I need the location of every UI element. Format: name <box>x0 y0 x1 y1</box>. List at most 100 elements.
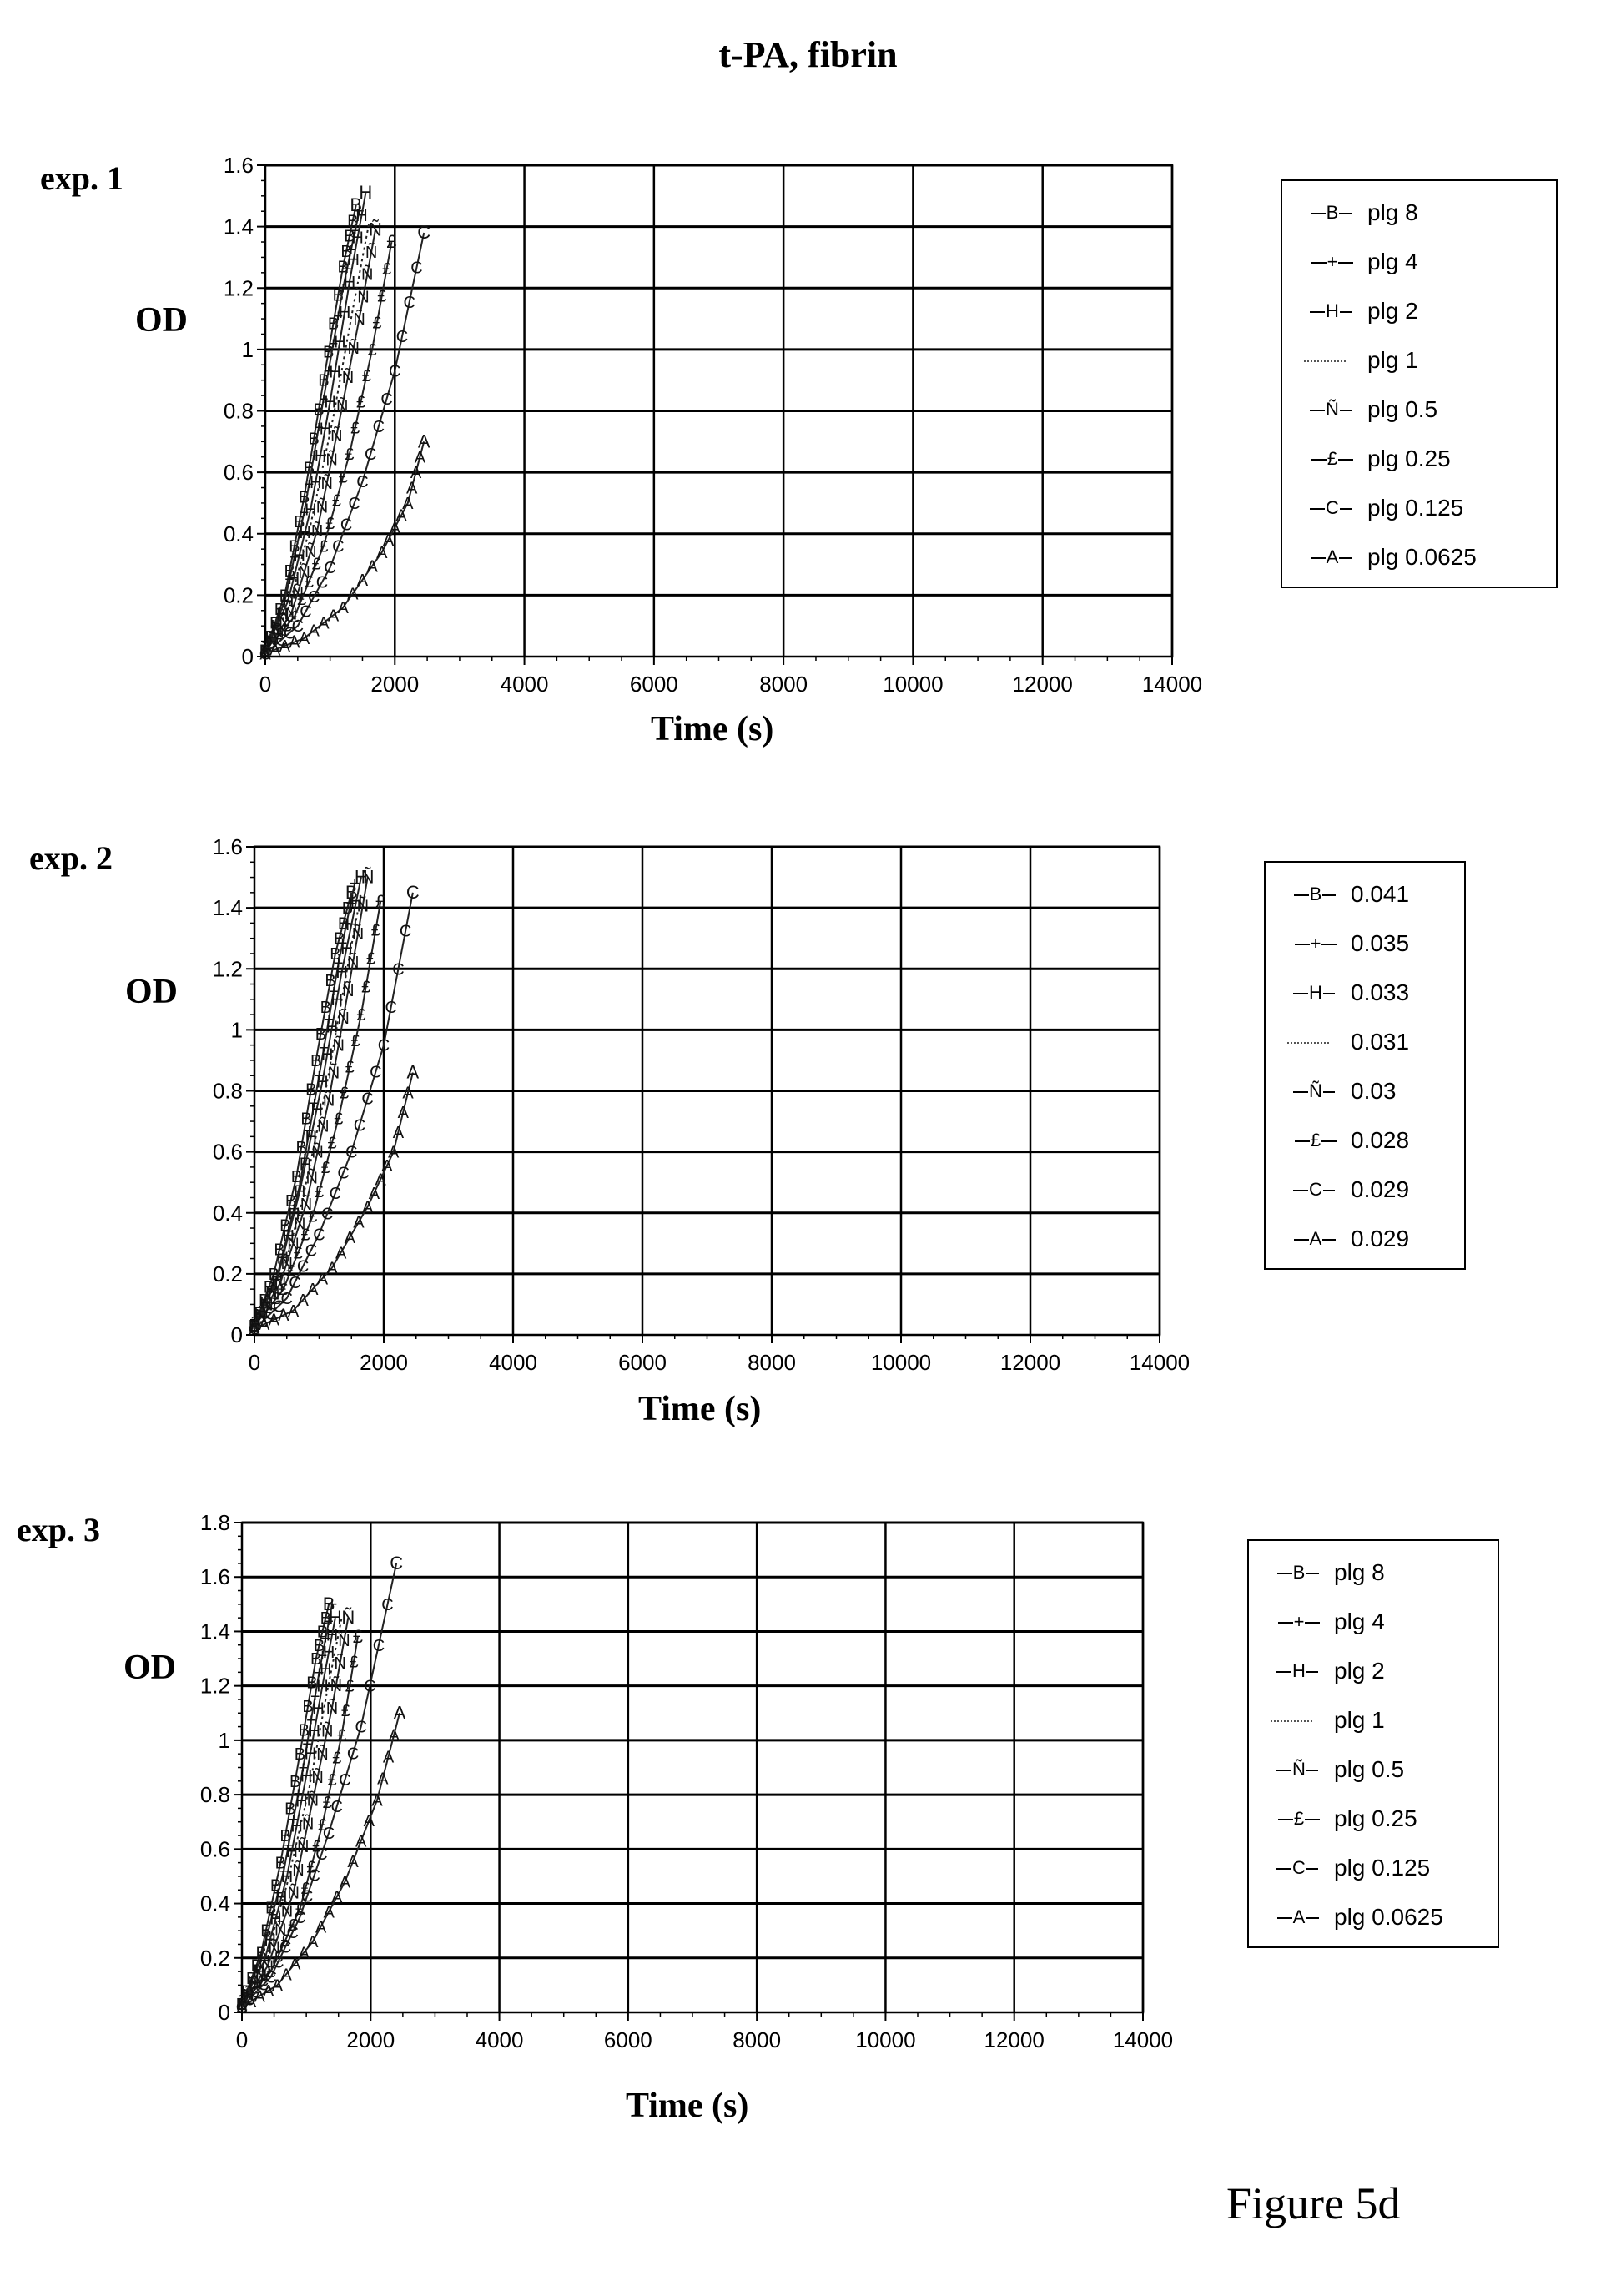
legend-label: plg 0.25 <box>1367 446 1451 472</box>
y-tick-label: 0 <box>231 1322 243 1347</box>
legend-label: plg 0.25 <box>1334 1805 1417 1832</box>
y-tick-label: 1.8 <box>200 1510 230 1535</box>
legend-marker-icon: B <box>1294 202 1356 224</box>
legend-label: plg 1 <box>1367 347 1418 374</box>
legend-marker-icon: H <box>1277 982 1339 1004</box>
data-point-marker: £ <box>345 1678 355 1696</box>
x-tick-label: 2000 <box>360 1350 408 1375</box>
data-point-marker: A <box>398 1104 410 1122</box>
legend-label: plg 0.5 <box>1367 396 1437 423</box>
data-point-marker: C <box>389 363 400 381</box>
data-point-marker: £ <box>345 446 354 464</box>
data-point-marker: C <box>337 1164 349 1182</box>
data-point-marker: £ <box>339 469 348 487</box>
x-tick-label: 6000 <box>630 672 678 697</box>
legend-marker-icon: H <box>1261 1660 1322 1682</box>
x-tick-label: 8000 <box>732 2027 781 2052</box>
data-point-marker: A <box>377 1770 389 1789</box>
y-tick-label: 1 <box>242 337 254 362</box>
data-point-marker: Ñ <box>337 1008 349 1028</box>
data-point-marker: £ <box>368 341 377 360</box>
legend-marker-icon: C <box>1261 1857 1322 1879</box>
data-point-marker: C <box>390 1553 403 1573</box>
data-point-marker: C <box>365 446 376 464</box>
data-point-marker: H <box>329 364 340 382</box>
data-point-marker: Ñ <box>325 449 337 469</box>
data-point-marker: £ <box>334 1110 343 1128</box>
data-point-marker: H <box>359 182 372 203</box>
data-point-marker: C <box>370 1064 381 1082</box>
data-point-marker: Ñ <box>321 1720 333 1740</box>
legend-marker-icon: B <box>1261 1562 1322 1584</box>
data-point-marker: £ <box>319 537 328 556</box>
data-point-marker: C <box>289 1274 300 1292</box>
y-tick-label: 1.4 <box>224 214 254 239</box>
data-point-marker: Ñ <box>352 924 364 944</box>
data-point-marker: C <box>324 559 335 577</box>
data-point-marker: H <box>344 274 355 292</box>
data-point-marker: Ñ <box>302 1813 314 1833</box>
data-point-marker: Ñ <box>321 473 333 493</box>
legend-label: 0.028 <box>1351 1127 1409 1154</box>
data-point-marker: Ñ <box>361 264 373 284</box>
data-point-marker: C <box>323 1825 335 1843</box>
data-point-marker: Ñ <box>326 1698 338 1718</box>
data-point-marker: £ <box>356 1006 365 1025</box>
legend-label: plg 1 <box>1334 1707 1385 1734</box>
legend-label: 0.033 <box>1351 979 1409 1006</box>
data-point-marker: H <box>286 1843 298 1861</box>
y-tick-label: 0.6 <box>213 1140 243 1165</box>
data-point-marker: £ <box>356 393 365 411</box>
legend-item: 0.031 <box>1277 1017 1452 1066</box>
legend-label: 0.029 <box>1351 1226 1409 1252</box>
data-point-marker: C <box>378 1037 390 1055</box>
data-point-marker: C <box>355 1719 366 1737</box>
legend-marker-icon: + <box>1294 251 1356 273</box>
legend-item: £plg 0.25 <box>1261 1794 1486 1843</box>
chart-legend: B0.041+0.035H0.0330.031Ñ0.03£0.028C0.029… <box>1264 861 1466 1270</box>
chart-plot-area: 00.20.40.60.811.21.41.61.802000400060008… <box>0 1502 1001 2052</box>
data-point-marker: C <box>347 1745 359 1763</box>
data-point-marker: Ñ <box>347 952 359 972</box>
data-point-marker: C <box>332 537 344 556</box>
data-point-marker: H <box>294 547 305 566</box>
data-point-marker: H <box>310 1100 322 1119</box>
y-tick-label: 1.4 <box>200 1619 230 1644</box>
data-point-marker: £ <box>386 231 396 252</box>
data-point-marker: £ <box>362 367 371 385</box>
legend-item: +0.035 <box>1277 919 1452 968</box>
y-tick-label: 1.2 <box>224 275 254 300</box>
data-point-marker: £ <box>332 491 341 510</box>
data-point-marker: H <box>355 207 367 225</box>
x-tick-label: 14000 <box>1130 1350 1190 1375</box>
data-point-marker: A <box>418 430 430 451</box>
legend-label: plg 0.125 <box>1367 495 1463 521</box>
data-point-marker: A <box>389 1726 400 1745</box>
data-point-marker: C <box>417 222 430 243</box>
legend-marker-icon: H <box>1294 300 1356 322</box>
data-point-marker: Ñ <box>307 1790 319 1810</box>
data-point-marker: H <box>334 334 345 352</box>
data-point-marker: C <box>356 473 368 491</box>
data-point-marker: C <box>330 1185 341 1203</box>
data-point-marker: Ñ <box>353 309 365 329</box>
y-tick-label: 0 <box>242 644 254 669</box>
data-point-marker: Ñ <box>341 1607 355 1628</box>
x-tick-label: 4000 <box>501 672 549 697</box>
y-tick-label: 1 <box>231 1017 243 1042</box>
data-point-marker: H <box>316 1678 328 1696</box>
chart-legend: Bplg 8+plg 4Hplg 2plg 1Ñplg 0.5£plg 0.25… <box>1281 179 1558 588</box>
data-point-marker: H <box>299 524 310 542</box>
data-point-marker: C <box>406 882 420 903</box>
data-point-marker: C <box>340 516 352 535</box>
y-tick-label: 0.4 <box>200 1891 230 1916</box>
data-point-marker: £ <box>341 1702 350 1720</box>
data-point-marker: Ñ <box>357 895 369 915</box>
chart-plot-area: 00.20.40.60.811.21.41.602000400060008000… <box>0 142 1001 692</box>
legend-marker-icon: A <box>1277 1228 1339 1250</box>
legend-item: Ñplg 0.5 <box>1294 385 1544 434</box>
data-point-marker: C <box>380 390 392 409</box>
data-point-marker: Ñ <box>357 286 369 306</box>
data-point-marker: C <box>396 328 408 346</box>
data-point-marker: Ñ <box>328 1063 340 1083</box>
